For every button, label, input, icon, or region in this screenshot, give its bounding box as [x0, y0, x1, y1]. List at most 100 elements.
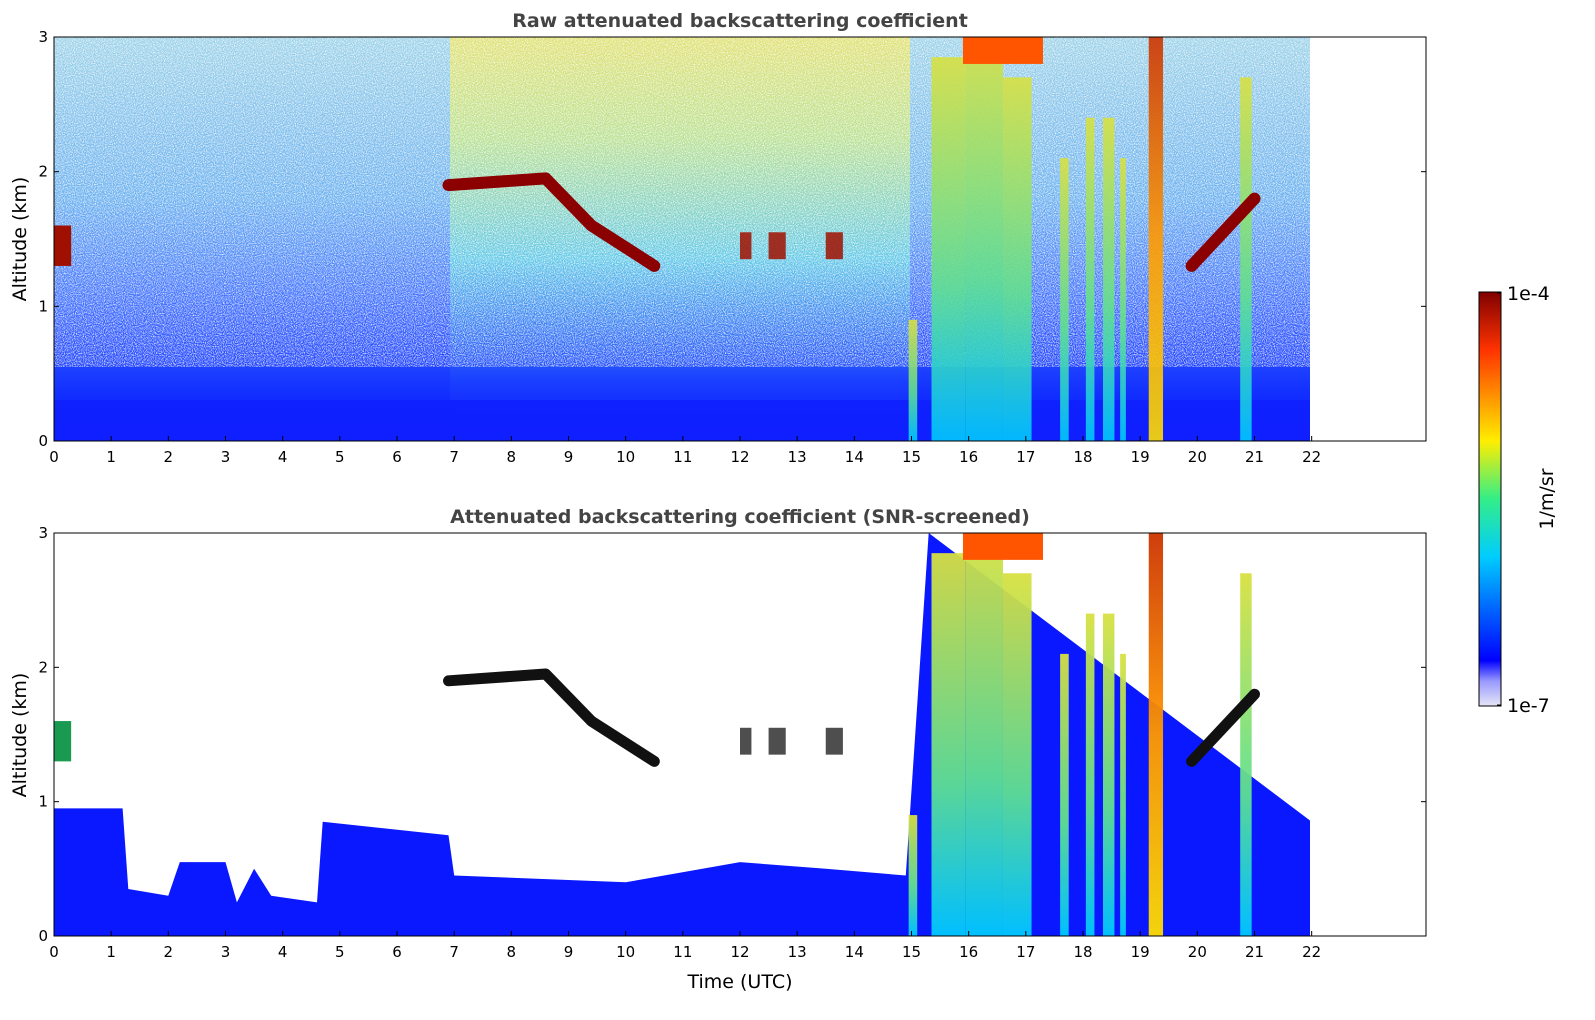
- precipitation-shaft: [1240, 77, 1252, 441]
- raw-xtick-label: 15: [902, 448, 921, 466]
- raw-xtick-label: 21: [1245, 448, 1264, 466]
- screened-xtick-label: 18: [1073, 943, 1092, 961]
- screened-xtick-label: 19: [1131, 943, 1150, 961]
- raw-xtick-label: 14: [845, 448, 864, 466]
- screened-xtick-label: 4: [278, 943, 288, 961]
- screened-ytick-label: 1: [38, 793, 48, 811]
- screened-xtick-label: 5: [335, 943, 345, 961]
- raw-xtick-label: 0: [49, 448, 59, 466]
- raw-xtick-label: 1: [106, 448, 116, 466]
- precipitation-shaft: [931, 57, 966, 441]
- raw-xtick-label: 17: [1016, 448, 1035, 466]
- precipitation-shaft: [1060, 158, 1069, 441]
- raw-xtick-label: 6: [392, 448, 402, 466]
- raw-xtick-label: 16: [959, 448, 978, 466]
- screened-xtick-label: 8: [507, 943, 517, 961]
- colorbar-min-label: 1e-7: [1507, 695, 1550, 717]
- precipitation-shaft: [931, 553, 966, 936]
- screened-xtick-label: 6: [392, 943, 402, 961]
- screened-xtick-label: 15: [902, 943, 921, 961]
- panel-screened: Attenuated backscattering coefficient (S…: [9, 506, 1427, 993]
- cloud-patch: [740, 727, 752, 755]
- colorbar-unit-label: 1/m/sr: [1536, 468, 1558, 529]
- screened-xtick-label: 1: [106, 943, 116, 961]
- precipitation-shaft: [965, 37, 1003, 441]
- raw-xtick-label: 7: [449, 448, 459, 466]
- cloud-patch: [768, 232, 786, 260]
- raw-ytick-label: 1: [38, 297, 48, 315]
- precipitation-shaft: [1103, 613, 1115, 936]
- raw-xtick-label: 11: [673, 448, 692, 466]
- screened-ytick-label: 3: [38, 524, 48, 542]
- raw-xtick-label: 20: [1188, 448, 1207, 466]
- precipitation-shaft: [965, 533, 1003, 936]
- panel-raw-title: Raw attenuated backscattering coefficien…: [512, 10, 968, 32]
- cloud-patch: [825, 232, 843, 260]
- precipitation-shaft: [1060, 653, 1069, 936]
- raw-xtick-label: 3: [221, 448, 231, 466]
- precipitation-shaft: [1120, 158, 1126, 441]
- screened-xtick-label: 13: [788, 943, 807, 961]
- precipitation-shaft: [1103, 117, 1115, 441]
- cloud-patch: [54, 225, 72, 266]
- screened-xtick-label: 11: [673, 943, 692, 961]
- screened-xtick-label: 12: [730, 943, 749, 961]
- panel-raw-yticks: 0 1 2 3: [38, 28, 1426, 450]
- screened-xtick-label: 21: [1245, 943, 1264, 961]
- precipitation-shaft: [908, 815, 918, 936]
- raw-xtick-label: 9: [564, 448, 574, 466]
- raw-xtick-label: 8: [507, 448, 517, 466]
- screened-xtick-label: 20: [1188, 943, 1207, 961]
- raw-xtick-label: 19: [1131, 448, 1150, 466]
- raw-ytick-label: 0: [38, 432, 48, 450]
- precipitation-shaft: [1240, 573, 1252, 936]
- screened-ytick-label: 0: [38, 927, 48, 945]
- screened-xtick-label: 7: [449, 943, 459, 961]
- screened-ytick-label: 2: [38, 658, 48, 676]
- colorbar-gradient: [1478, 291, 1502, 707]
- raw-xtick-label: 12: [730, 448, 749, 466]
- cloud-patch: [54, 721, 72, 762]
- precipitation-shaft: [1085, 613, 1095, 936]
- cloud-patch: [768, 727, 786, 755]
- panel-raw-plot: 0 1 2 3 4 5 6 7 8 9 10 11 12 13 14 15 16 17 18 19 20 21 22 012…: [38, 28, 1427, 466]
- panel-screened-ylabel: Altitude (km): [9, 673, 31, 798]
- raw-xtick-label: 22: [1302, 448, 1321, 466]
- raw-xtick-label: 5: [335, 448, 345, 466]
- precipitation-shaft: [1085, 117, 1095, 441]
- precipitation-shaft: [1148, 37, 1164, 441]
- screened-xtick-label: 0: [49, 943, 59, 961]
- panel-screened-plot: 0 1 2 3 4 5 6 7 8 9 10 11 12 13 14 15 16 17 18 19 20 21 22 012…: [38, 524, 1427, 961]
- colorbar: 1e-4 1e-7 1/m/sr: [1478, 283, 1558, 717]
- raw-noise-speckle: [54, 37, 1310, 367]
- raw-features: [54, 37, 1261, 441]
- raw-surface-layer: [54, 400, 1310, 441]
- precipitation-shaft: [908, 319, 918, 441]
- screened-xtick-label: 16: [959, 943, 978, 961]
- screened-xtick-label: 14: [845, 943, 864, 961]
- cloud-layer: [1185, 192, 1261, 272]
- raw-ytick-label: 3: [38, 28, 48, 46]
- precipitation-shaft: [1002, 573, 1032, 936]
- screened-xtick-label: 2: [164, 943, 174, 961]
- high-cloud: [962, 37, 1043, 64]
- cloud-layer: [1186, 688, 1260, 767]
- panel-screened-yticks: 0 1 2 3: [38, 524, 1426, 945]
- panel-screened-xticks: 0 1 2 3 4 5 6 7 8 9 10 11 12 13 14 15 16 17 18 19 20 21 22: [49, 931, 1321, 961]
- precipitation-shaft: [1120, 653, 1126, 936]
- raw-xtick-label: 13: [788, 448, 807, 466]
- cloud-layer: [443, 668, 660, 767]
- raw-xtick-label: 4: [278, 448, 288, 466]
- high-cloud: [962, 533, 1043, 560]
- screened-xtick-label: 9: [564, 943, 574, 961]
- cloud-patch: [740, 232, 752, 260]
- panel-screened-title: Attenuated backscattering coefficient (S…: [450, 506, 1030, 528]
- screened-features: [54, 533, 1310, 936]
- raw-xtick-label: 18: [1073, 448, 1092, 466]
- panel-raw: Raw attenuated backscattering coefficien…: [9, 10, 1427, 466]
- panel-screened-xlabel: Time (UTC): [686, 971, 792, 993]
- screened-xtick-label: 10: [616, 943, 635, 961]
- precipitation-shaft: [1148, 533, 1164, 936]
- panel-raw-ylabel: Altitude (km): [9, 177, 31, 302]
